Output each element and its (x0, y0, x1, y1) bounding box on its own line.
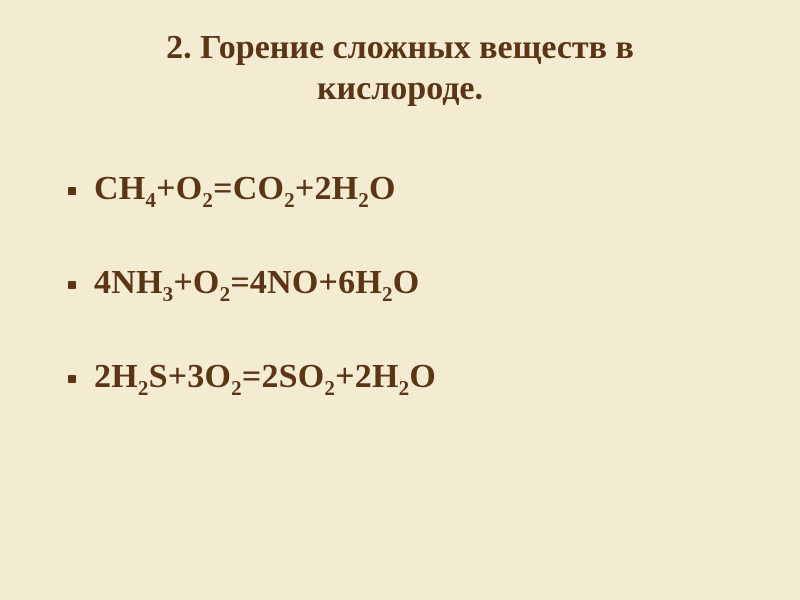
equation-formula: CH4+O2=CO2+2H2O (94, 170, 396, 208)
bullet-icon (68, 281, 76, 289)
equation-list: CH4+O2=CO2+2H2O 4NH3+O2=4NO+6H2O 2H2S+3O… (40, 170, 760, 396)
equation-row: CH4+O2=CO2+2H2O (68, 170, 760, 208)
equation-row: 2H2S+3O2=2SO2+2H2O (68, 358, 760, 396)
title-line-1: 2. Горение сложных веществ в (166, 29, 634, 66)
equation-formula: 4NH3+O2=4NO+6H2O (94, 264, 419, 302)
bullet-icon (68, 375, 76, 383)
slide-title: 2. Горение сложных веществ в кислороде. (40, 28, 760, 110)
equation-row: 4NH3+O2=4NO+6H2O (68, 264, 760, 302)
title-line-2: кислороде. (317, 70, 483, 107)
equation-formula: 2H2S+3O2=2SO2+2H2O (94, 358, 436, 396)
bullet-icon (68, 187, 76, 195)
slide: 2. Горение сложных веществ в кислороде. … (0, 0, 800, 600)
